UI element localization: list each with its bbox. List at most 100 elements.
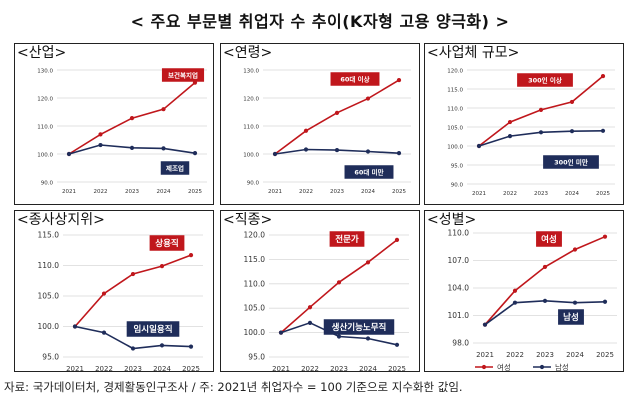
series-label-box bbox=[161, 68, 205, 82]
y-tick-label: 120.0 bbox=[447, 69, 463, 75]
y-tick-label: 105.0 bbox=[447, 126, 463, 132]
data-point bbox=[394, 342, 400, 347]
x-tick-label: 2021 bbox=[66, 365, 84, 371]
data-point bbox=[129, 116, 135, 121]
y-tick-label: 104.0 bbox=[448, 284, 470, 293]
x-tick-label: 2023 bbox=[534, 191, 548, 197]
data-point bbox=[569, 99, 575, 105]
y-tick-label: 130.0 bbox=[37, 69, 53, 75]
series-label-box bbox=[536, 231, 562, 247]
data-point bbox=[72, 324, 78, 329]
data-point bbox=[278, 330, 284, 335]
chart-panel-company-size: <사업체 규모> 90.0 95.0 100.0 105.0 110.0 115.0 120… bbox=[424, 43, 624, 205]
y-tick-label: 105.0 bbox=[244, 304, 266, 313]
data-point bbox=[161, 146, 166, 151]
x-tick-label: 2021 bbox=[476, 351, 494, 359]
x-tick-label: 2024 bbox=[359, 365, 377, 371]
series-line-red bbox=[274, 79, 400, 155]
legend-marker bbox=[481, 364, 487, 370]
data-point bbox=[569, 129, 575, 134]
data-point bbox=[396, 77, 402, 83]
series-label: 전문가 bbox=[335, 234, 359, 245]
series-label: 임시일용직 bbox=[133, 324, 172, 335]
data-point bbox=[307, 305, 313, 310]
chart-employment-status: 95.0 100.0 105.0 110.0 115.0 2021 2022 2023 2024… bbox=[38, 231, 203, 371]
y-tick-label: 110.0 bbox=[448, 229, 470, 238]
x-tick-label: 2025 bbox=[596, 191, 610, 197]
data-point bbox=[602, 299, 608, 304]
x-tick-label: 2023 bbox=[330, 365, 348, 371]
chart-panel-gender: <성별> 98.0 101.0 104.0 107.0 110.0 2021 2022 202… bbox=[424, 210, 624, 372]
y-tick-label: 90.0 bbox=[247, 181, 260, 187]
data-point bbox=[365, 96, 371, 101]
y-tick-label: 100.0 bbox=[37, 153, 53, 159]
series-label-box bbox=[517, 73, 573, 87]
series-label: 여성 bbox=[541, 234, 557, 245]
chart-title: <성별> bbox=[427, 212, 477, 228]
data-point bbox=[600, 73, 606, 79]
data-point bbox=[101, 330, 107, 335]
series-label-box bbox=[323, 319, 395, 335]
series-label-box bbox=[344, 165, 394, 179]
data-point bbox=[129, 145, 135, 150]
chart-panel-employment-status: <종사상지위> 95.0 100.0 105.0 110.0 115.0 2021 2022… bbox=[14, 210, 214, 372]
data-point bbox=[512, 300, 518, 305]
series-label-box bbox=[126, 321, 180, 337]
data-point bbox=[336, 334, 342, 339]
page-title: < 주요 부문별 취업자 수 추이(K자형 고용 양극화) > bbox=[130, 12, 510, 31]
y-tick-label: 115.0 bbox=[447, 88, 463, 94]
data-point bbox=[396, 151, 402, 156]
data-point bbox=[334, 110, 340, 115]
data-point bbox=[161, 107, 166, 112]
y-tick-label: 100.0 bbox=[243, 153, 259, 159]
y-tick-label: 100.0 bbox=[38, 322, 60, 331]
x-tick-label: 2021 bbox=[472, 191, 486, 197]
x-tick-label: 2023 bbox=[330, 189, 344, 195]
y-tick-label: 95.0 bbox=[451, 164, 464, 170]
x-tick-label: 2021 bbox=[272, 365, 290, 371]
data-point bbox=[538, 130, 544, 135]
data-point bbox=[394, 237, 400, 242]
data-point bbox=[482, 322, 488, 327]
x-tick-label: 2025 bbox=[596, 351, 614, 359]
y-tick-label: 98.0 bbox=[452, 339, 469, 348]
chart-panel-industry: <산업> 90.0 100.0 110.0 120.0 130.0 2021 2022 202… bbox=[14, 43, 214, 205]
data-point bbox=[600, 128, 606, 133]
data-point bbox=[66, 151, 72, 157]
y-tick-label: 120.0 bbox=[244, 231, 266, 240]
x-tick-label: 2022 bbox=[94, 189, 108, 195]
y-tick-label: 105.0 bbox=[38, 292, 60, 301]
y-tick-label: 110.0 bbox=[37, 125, 53, 131]
series-label: 남성 bbox=[563, 312, 579, 323]
x-tick-label: 2025 bbox=[182, 365, 200, 371]
data-point bbox=[572, 300, 578, 305]
x-tick-label: 2023 bbox=[124, 365, 142, 371]
series-label: 제조업 bbox=[166, 163, 184, 172]
data-point bbox=[303, 128, 309, 133]
data-point bbox=[334, 147, 340, 153]
data-point bbox=[188, 253, 194, 258]
x-tick-label: 2024 bbox=[361, 189, 375, 195]
data-point bbox=[507, 119, 513, 125]
y-tick-label: 90.0 bbox=[451, 183, 464, 189]
y-tick-label: 130.0 bbox=[243, 69, 259, 75]
y-tick-label: 95.0 bbox=[248, 353, 265, 362]
x-tick-label: 2022 bbox=[503, 191, 517, 197]
x-tick-label: 2025 bbox=[388, 365, 406, 371]
y-tick-label: 110.0 bbox=[244, 279, 266, 288]
data-point bbox=[303, 147, 309, 152]
data-point bbox=[542, 264, 548, 270]
chart-title: <종사상지위> bbox=[17, 212, 105, 228]
y-tick-label: 115.0 bbox=[244, 255, 266, 264]
y-tick-label: 101.0 bbox=[448, 311, 470, 320]
data-point bbox=[101, 291, 107, 296]
x-tick-label: 2022 bbox=[299, 189, 313, 195]
y-tick-label: 110.0 bbox=[447, 107, 463, 113]
series-label-box bbox=[330, 72, 380, 86]
chart-title: <산업> bbox=[17, 45, 67, 61]
data-point bbox=[307, 320, 313, 325]
series-label-box bbox=[329, 231, 365, 247]
x-tick-label: 2022 bbox=[301, 365, 319, 371]
chart-occupation: 95.0 100.0 105.0 110.0 115.0 120.0 2021 2022 202… bbox=[244, 231, 409, 371]
data-point bbox=[159, 343, 165, 348]
